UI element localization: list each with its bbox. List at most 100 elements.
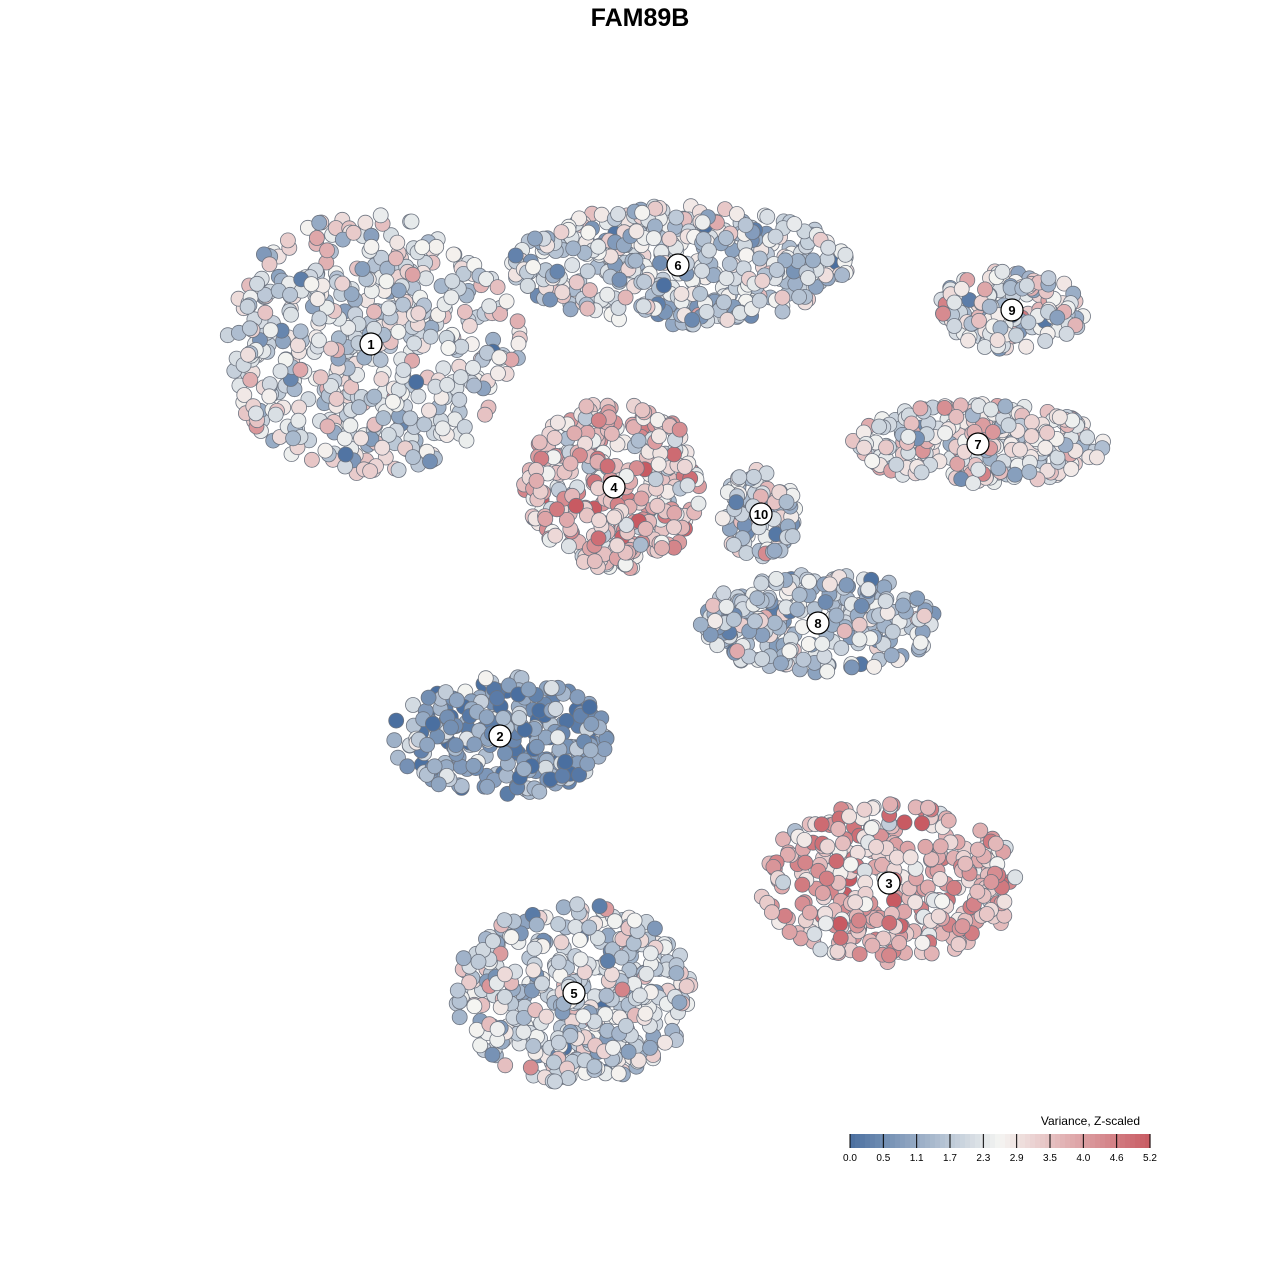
data-point — [983, 874, 1000, 890]
data-point — [606, 509, 622, 526]
data-point — [420, 689, 437, 706]
data-point — [1051, 409, 1068, 426]
data-point — [747, 613, 763, 630]
data-point — [794, 876, 811, 893]
data-point — [916, 608, 933, 624]
data-point — [613, 949, 630, 966]
data-point — [418, 270, 434, 287]
data-point — [422, 453, 438, 470]
data-point — [828, 607, 845, 624]
data-point — [582, 282, 598, 299]
data-point — [895, 597, 911, 614]
data-point — [561, 538, 577, 555]
data-point — [285, 430, 302, 447]
data-point — [766, 542, 783, 559]
data-point — [546, 1054, 562, 1071]
data-point — [461, 974, 478, 991]
data-point — [571, 766, 587, 783]
data-point — [477, 406, 493, 423]
legend-gradient-step — [1090, 1134, 1096, 1148]
data-point — [445, 246, 462, 263]
data-point — [764, 904, 780, 921]
data-point — [537, 511, 554, 527]
data-point — [538, 1008, 555, 1025]
data-point — [791, 586, 808, 603]
cluster-label-text: 3 — [885, 876, 892, 891]
data-point — [1039, 462, 1056, 479]
data-point — [410, 388, 427, 405]
legend-gradient-step — [1095, 1134, 1101, 1148]
data-point — [1018, 338, 1035, 355]
data-point — [292, 323, 309, 340]
data-point — [778, 494, 795, 510]
data-point — [891, 935, 907, 951]
data-point — [395, 296, 411, 313]
data-point — [485, 933, 501, 949]
data-point — [1040, 270, 1057, 287]
data-point — [564, 257, 581, 274]
data-point — [549, 501, 565, 518]
legend-gradient-step — [990, 1134, 996, 1148]
data-point — [817, 594, 834, 610]
data-point — [444, 273, 461, 290]
legend-gradient-step — [855, 1134, 861, 1148]
legend-gradient-step — [875, 1134, 881, 1148]
data-point — [634, 204, 651, 221]
cluster-label-7: 7 — [966, 432, 990, 456]
data-point — [582, 742, 599, 759]
data-point — [591, 898, 608, 915]
data-point — [491, 349, 508, 366]
data-point — [1049, 309, 1066, 326]
data-point — [965, 475, 981, 492]
data-point — [590, 530, 607, 547]
data-point — [492, 305, 509, 322]
data-point — [971, 312, 987, 329]
data-point — [603, 425, 620, 442]
legend-gradient-step — [1140, 1134, 1146, 1148]
data-point — [800, 636, 817, 652]
data-point — [466, 998, 483, 1015]
legend-gradient-step — [1115, 1134, 1121, 1148]
legend-gradient-step — [895, 1134, 901, 1148]
data-point — [406, 335, 423, 352]
data-point — [972, 822, 989, 839]
data-point — [490, 365, 506, 382]
data-point — [353, 430, 369, 447]
legend-gradient-step — [915, 1134, 921, 1148]
legend-gradient-step — [905, 1134, 911, 1148]
data-point — [447, 737, 464, 753]
legend-gradient-step — [1110, 1134, 1116, 1148]
data-point — [610, 1065, 627, 1082]
data-point — [282, 286, 299, 303]
data-point — [1021, 464, 1038, 480]
data-point — [716, 294, 732, 311]
data-point — [656, 277, 672, 294]
data-point — [1063, 461, 1080, 477]
data-point — [754, 627, 771, 643]
data-point — [384, 393, 401, 410]
data-point — [989, 332, 1006, 349]
data-point — [666, 505, 683, 521]
data-point — [509, 313, 526, 330]
data-point — [569, 689, 586, 705]
data-point — [773, 655, 789, 672]
data-point — [554, 768, 571, 784]
data-point — [575, 1008, 592, 1025]
data-point — [881, 915, 898, 931]
data-point — [461, 317, 478, 334]
data-point — [525, 259, 541, 276]
legend-gradient-step — [955, 1134, 961, 1148]
data-point — [805, 252, 821, 269]
data-point — [617, 289, 634, 306]
data-point — [422, 328, 439, 345]
legend-gradient-step — [1030, 1134, 1036, 1148]
data-point — [267, 406, 284, 423]
data-point — [581, 699, 598, 715]
data-point — [838, 577, 855, 593]
data-point — [626, 912, 643, 929]
data-point — [292, 361, 309, 378]
data-point — [516, 761, 532, 777]
legend-tick-label: 2.3 — [976, 1153, 990, 1164]
data-point — [559, 512, 575, 528]
legend-gradient-step — [1065, 1134, 1071, 1148]
